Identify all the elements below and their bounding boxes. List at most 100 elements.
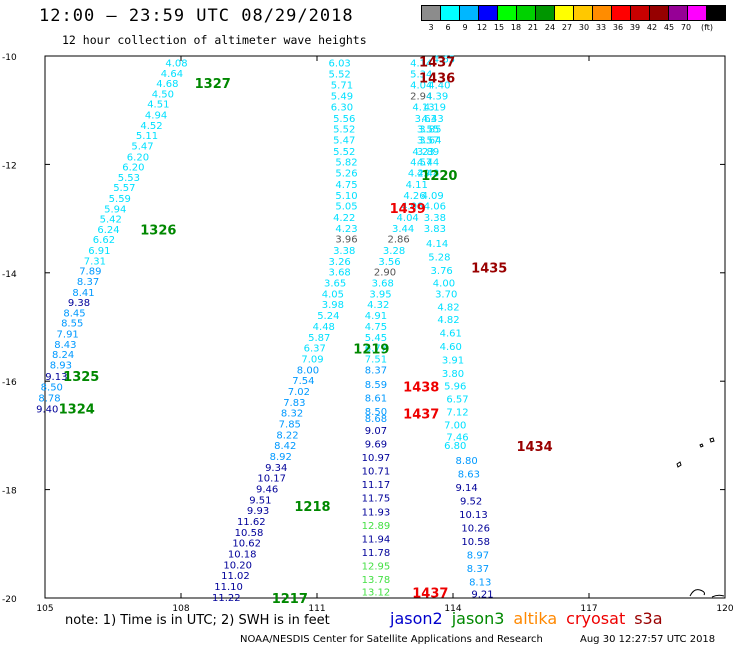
swh-reading: 3.56: [378, 257, 400, 268]
pass-label: 1436: [419, 72, 455, 87]
swh-reading: 4.22: [333, 213, 355, 224]
swh-reading: 8.93: [50, 360, 72, 371]
swh-reading: 5.42: [100, 215, 122, 226]
swh-reading: 12.89: [362, 521, 391, 532]
swh-reading: 8.00: [297, 365, 319, 376]
swh-reading: 3.44: [392, 224, 414, 235]
swh-reading: 6.91: [88, 246, 110, 257]
legend-value: 30: [578, 23, 590, 32]
swh-reading: 4.61: [440, 328, 462, 339]
swh-reading: 10.17: [257, 474, 286, 485]
swh-reading: 4.26: [403, 191, 425, 202]
swh-reading: 9.34: [265, 463, 287, 474]
legend-labels: 3 6 9 12 15 18 21 24 27 30 33 36 39 42 45 70 (ft): [422, 23, 740, 37]
swh-reading: 5.05: [335, 202, 357, 213]
swh-reading: 4.06: [424, 202, 446, 213]
pass-label: 1437: [412, 587, 448, 602]
swh-reading: 5.71: [331, 81, 353, 92]
swh-reading: 5.49: [331, 92, 353, 103]
swh-reading: 4.32: [367, 300, 389, 311]
legend-value: 27: [561, 23, 573, 32]
units-note: note: 1) Time is in UTC; 2) SWH is in fe…: [65, 613, 330, 628]
swh-reading: 4.60: [440, 342, 462, 353]
swh-reading: 7.46: [446, 432, 468, 443]
swh-reading: 10.58: [461, 537, 490, 548]
swh-reading: 6.62: [93, 235, 115, 246]
legend-value: 15: [493, 23, 505, 32]
swh-reading: 13.12: [362, 587, 391, 598]
island-shape: [676, 461, 682, 468]
map-frame: [44, 55, 726, 599]
swh-reading: 8.50: [365, 407, 387, 418]
swh-reading: 6.77: [365, 344, 387, 355]
satellite-name: altika: [513, 609, 558, 628]
color-scale-legend: 3 6 9 12 15 18 21 24 27 30 33 36 39 42 45 70 (ft): [421, 5, 740, 37]
swh-reading: 10.20: [223, 560, 252, 571]
swh-reading: 5.26: [335, 169, 357, 180]
legend-value: 33: [595, 23, 607, 32]
swh-reading: 5.53: [118, 173, 140, 184]
swh-reading: 7.12: [446, 408, 468, 419]
lon-tick-label: 120: [716, 604, 733, 614]
swh-reading: 8.22: [276, 430, 298, 441]
pass-label: 1326: [140, 223, 176, 238]
swh-reading: 9.14: [455, 483, 477, 494]
swh-reading: 4.94: [145, 111, 167, 122]
pass-label: 1325: [63, 370, 99, 385]
swh-reading: 3.63: [415, 114, 437, 125]
swh-reading: 11.22: [212, 593, 241, 604]
lat-tick-label: -16: [2, 378, 17, 388]
swh-reading: 3.38: [333, 246, 355, 257]
lon-tick-label: 111: [308, 604, 325, 614]
lon-tick-label: 117: [580, 604, 597, 614]
credit-line: NOAA/NESDIS Center for Satellite Applica…: [240, 634, 543, 645]
swh-reading: 5.57: [113, 183, 135, 194]
swh-reading: 8.97: [467, 551, 489, 562]
swh-reading: 4.00: [433, 279, 455, 290]
swh-reading: 9.07: [365, 426, 387, 437]
axis-ticks: 105 108 111 114 117 120 -10 -12 -14 -16 -18 -20: [2, 53, 734, 614]
swh-reading: 4.68: [156, 79, 178, 90]
swh-reading: 8.63: [458, 469, 480, 480]
satellite-name: jason2: [390, 609, 443, 628]
swh-reading: 4.65: [433, 55, 455, 66]
swh-reading: 8.41: [72, 288, 94, 299]
swh-reading: 4.11: [406, 180, 428, 191]
swh-reading: 3.55: [417, 125, 439, 136]
satellite-key: jason2 jason3 altika cryosat s3a: [390, 609, 672, 628]
swh-reading: 7.09: [301, 354, 323, 365]
swh-reading: 4.13: [412, 102, 434, 113]
swh-reading: 4.43: [421, 114, 443, 125]
swh-reading: 3.28: [383, 246, 405, 257]
swh-reading: 2.86: [387, 235, 409, 246]
pass-label: 1437: [419, 55, 455, 70]
pass-label: 1327: [195, 77, 231, 92]
coastline-fragment: [689, 589, 725, 598]
map-title: 12:00 — 23:59 UTC 08/29/2018: [39, 6, 354, 26]
swh-reading: 10.18: [228, 550, 257, 561]
swh-reading: 4.04: [410, 81, 432, 92]
swh-reading: 3.80: [442, 369, 464, 380]
swh-reading: 6.80: [444, 441, 466, 452]
swh-reading: 10.58: [235, 528, 264, 539]
swh-reading: 8.50: [41, 383, 63, 394]
swh-reading: 3.76: [431, 266, 453, 277]
swh-readings: 4.084.644.684.504.514.944.525.115.476.20…: [36, 55, 493, 604]
swh-reading: 10.62: [232, 539, 261, 550]
swh-reading: 11.75: [362, 494, 391, 505]
swh-reading: 4.52: [140, 121, 162, 132]
legend-value: 70: [680, 23, 692, 32]
pass-label: 1434: [517, 440, 553, 455]
swh-reading: 8.24: [52, 350, 74, 361]
pass-label: 1438: [403, 381, 439, 396]
swh-reading: 7.31: [84, 256, 106, 267]
legend-value: 42: [646, 23, 658, 32]
pass-label: 1220: [421, 169, 457, 184]
swh-reading: 3.95: [369, 289, 391, 300]
swh-reading: 9.93: [247, 506, 269, 517]
swh-reading: 3.64: [419, 135, 441, 146]
island-shape: [699, 443, 704, 448]
legend-value: 21: [527, 23, 539, 32]
swh-reading: 3.85: [419, 125, 441, 136]
